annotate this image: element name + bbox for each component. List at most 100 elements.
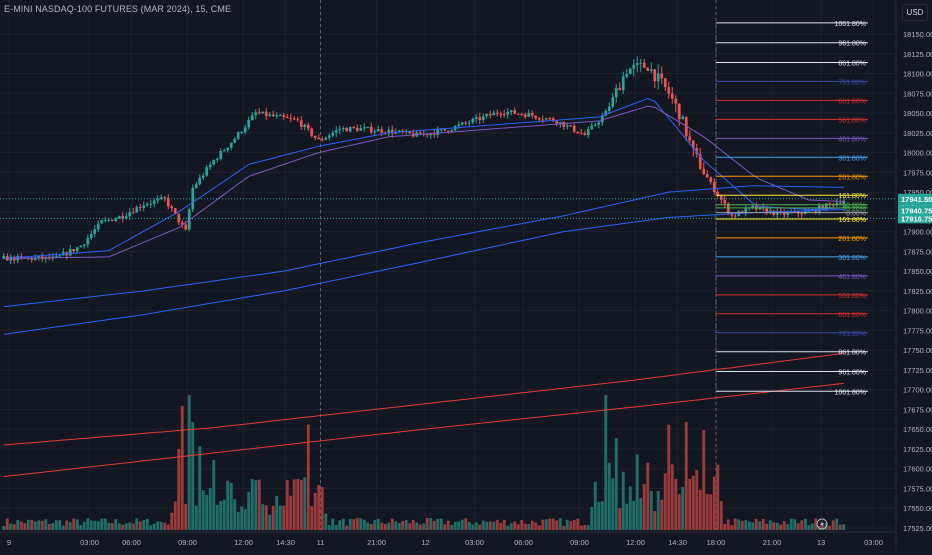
volume-bar — [247, 491, 251, 530]
candle — [89, 230, 93, 240]
fib-level-label: 50.00% — [842, 203, 866, 210]
candle — [310, 127, 314, 138]
volume-bar — [803, 518, 807, 530]
candle — [93, 225, 97, 238]
volume-bar — [198, 446, 202, 530]
volume-bar — [765, 523, 769, 530]
volume-bar — [331, 518, 335, 530]
candle — [373, 128, 377, 136]
volume-bar — [555, 520, 559, 530]
lightning-icon[interactable] — [816, 518, 828, 530]
candle — [597, 120, 601, 129]
volume-bar — [506, 525, 510, 530]
candle — [520, 112, 524, 117]
volume-bar — [173, 501, 177, 530]
candle — [261, 111, 265, 114]
volume-bar — [121, 524, 125, 530]
volume-bar — [250, 479, 254, 530]
volume-bar — [100, 518, 104, 530]
volume-bar — [5, 518, 9, 530]
volume-bar — [373, 520, 377, 530]
volume-bar — [271, 505, 275, 530]
volume-bar — [684, 422, 688, 530]
volume-bar — [457, 521, 461, 530]
y-tick-label: 18050.00 — [903, 109, 932, 118]
y-tick-label: 17600.00 — [903, 465, 932, 474]
volume-bar — [345, 525, 349, 530]
candle — [317, 134, 321, 140]
candle — [254, 109, 258, 120]
volume-bar — [621, 471, 625, 530]
candle — [271, 111, 275, 117]
volume-bar — [604, 395, 608, 530]
volume-bar — [796, 523, 800, 530]
volume-bar — [387, 522, 391, 530]
candle — [212, 159, 216, 166]
volume-bar — [310, 506, 314, 530]
volume-bar — [509, 523, 513, 530]
candle — [352, 125, 356, 130]
candle — [359, 124, 363, 131]
candle — [698, 147, 702, 170]
candle — [709, 176, 713, 185]
candle — [86, 234, 90, 248]
volume-bar — [366, 522, 370, 530]
volume-bar — [163, 522, 167, 530]
volume-bar — [600, 501, 604, 530]
y-tick-label: 17800.00 — [903, 307, 932, 316]
fib-level-label: 761.80% — [838, 79, 866, 86]
volume-bar — [110, 523, 114, 530]
volume-bar — [215, 505, 219, 530]
candle — [688, 130, 692, 145]
volume-bar — [184, 503, 188, 530]
volume-bar — [520, 520, 524, 530]
y-tick-label: 17775.00 — [903, 326, 932, 335]
volume-bar — [695, 470, 699, 530]
ma-line-ma_mid — [3, 185, 844, 308]
candle — [96, 220, 100, 233]
volume-bar — [51, 522, 55, 530]
volume-bar — [16, 520, 20, 530]
fib-extension[interactable]: 1061.80% 961.80% 861.80% 761.80% 661.80% 561.… — [715, 21, 868, 396]
currency-selector[interactable]: USD — [902, 4, 928, 21]
x-tick-label: 03:00 — [864, 538, 883, 547]
price-badge: 17940.75 — [898, 205, 932, 216]
candle — [719, 194, 723, 205]
volume-bar — [828, 525, 832, 530]
candle — [233, 136, 237, 144]
volume-bar — [394, 521, 398, 530]
volume-bar — [226, 480, 230, 530]
volume-bar — [152, 523, 156, 530]
candle — [355, 124, 359, 133]
time-axis[interactable]: 9 03:00 06:00 09:00 12:00 14:30 11 21:00 12 03:00… — [0, 531, 896, 547]
volume-bar — [590, 506, 594, 530]
candle — [488, 110, 492, 119]
fib-level-label: 0.00% — [846, 211, 866, 218]
volume-bar — [233, 499, 237, 530]
candle — [628, 67, 632, 75]
volume-bar — [583, 524, 587, 530]
ma-line-ma_low — [3, 209, 844, 335]
volume-bar — [138, 521, 142, 530]
fib-level-label: 661.80% — [838, 312, 866, 319]
candle — [240, 131, 244, 135]
fib-level-label: 861.80% — [838, 350, 866, 357]
volume-bar — [37, 520, 41, 530]
y-tick-label: 18100.00 — [903, 70, 932, 79]
candle — [19, 252, 23, 261]
candle — [590, 122, 594, 130]
volume-bar — [653, 510, 657, 530]
price-axis[interactable]: 18150.00 18125.00 18100.00 18075.00 18050.00… — [895, 0, 932, 550]
volume-bar — [44, 519, 48, 530]
candle — [467, 120, 471, 127]
candle — [751, 205, 755, 210]
candle — [656, 64, 660, 90]
x-tick-label: 03:00 — [80, 538, 99, 547]
candle — [152, 198, 156, 208]
volume-bar — [61, 525, 65, 530]
volume-bar — [436, 518, 440, 530]
volume-bar — [362, 519, 366, 530]
candle — [205, 164, 209, 178]
